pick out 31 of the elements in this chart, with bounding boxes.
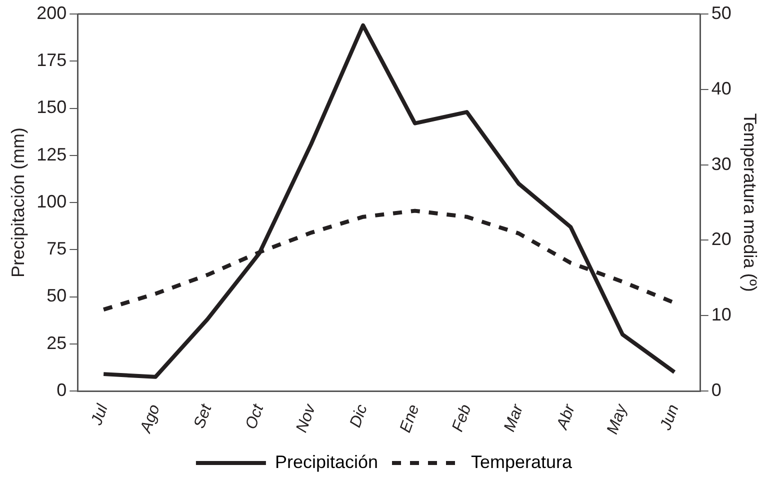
y2-tick-label: 20	[711, 229, 732, 250]
x-tick-label: Ago	[137, 402, 164, 436]
x-tick-label: Abr	[554, 402, 579, 433]
y2-tick-label: 10	[711, 304, 732, 325]
y2-tick-label: 40	[711, 78, 732, 98]
x-tick-label: Jun	[657, 402, 682, 434]
y-tick-label: 50	[46, 286, 67, 306]
y2-tick-label: 50	[711, 2, 732, 23]
y-tick-label: 200	[36, 2, 67, 23]
y-tick-label: 75	[46, 238, 67, 259]
legend-label: Precipitación	[274, 452, 378, 472]
x-tick-label: Mar	[501, 402, 527, 434]
x-tick-label: Oct	[242, 402, 268, 432]
x-tick-label: May	[604, 401, 631, 437]
y-axis-title: Precipitación (mm)	[8, 128, 28, 278]
legend-label: Temperatura	[471, 452, 574, 472]
x-tick-label: Ene	[397, 402, 423, 435]
y2-tick-label: 30	[711, 154, 732, 174]
y-tick-label: 100	[36, 191, 67, 212]
x-tick-label: Feb	[449, 402, 475, 434]
y-tick-label: 25	[46, 332, 67, 353]
x-tick-label: Set	[191, 402, 216, 431]
y-tick-label: 0	[56, 380, 67, 400]
x-tick-label: Jul	[88, 402, 112, 428]
y-tick-label: 175	[36, 50, 67, 70]
x-tick-label: Dic	[347, 402, 371, 430]
x-tick-label: Nov	[293, 401, 320, 435]
y2-tick-label: 0	[711, 380, 722, 400]
y2-axis-title: Temperatura media (º)	[740, 113, 760, 292]
y-tick-label: 150	[36, 97, 67, 118]
y-tick-label: 125	[36, 144, 67, 164]
